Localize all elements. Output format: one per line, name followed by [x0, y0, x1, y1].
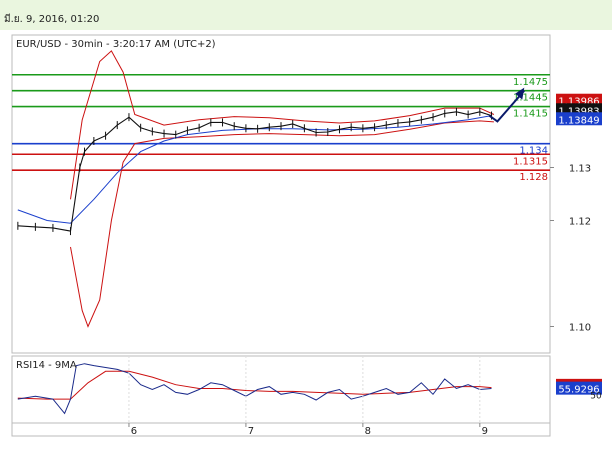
rsi-tag-bg-1 [556, 381, 602, 395]
level-label-1: 1.1445 [513, 93, 548, 104]
forecast-arrow [488, 87, 526, 123]
price-tag-label-2: 1.13849 [558, 115, 599, 126]
price-tick-label-1: 1.12 [569, 217, 591, 228]
rsi-ma-line [17, 370, 492, 400]
main-chart-frame [11, 34, 551, 354]
x-axis-frame [11, 422, 551, 437]
price-series [17, 107, 493, 236]
rsi-tick-label-50: 50 [590, 391, 602, 401]
level-label-4: 1.1315 [513, 156, 548, 167]
bollinger-upper-line [70, 50, 495, 200]
forecast-arrow-line [488, 89, 526, 123]
rsi-line [17, 363, 492, 415]
time-tick-label-2: 8 [365, 426, 371, 437]
chart-header-bar: มี.ย. 9, 2016, 01:20 [0, 0, 612, 30]
main-chart-title: EUR/USD - 30min - 3:20:17 AM (UTC+2) [16, 39, 216, 50]
price-axis: 1.10 1.12 1.13 [550, 164, 591, 334]
main-title-bg [14, 37, 214, 49]
time-tick-label-3: 9 [482, 426, 488, 437]
level-label-5: 1.128 [519, 172, 548, 183]
price-tag-label-0: 1.13986 [558, 97, 599, 108]
time-tick-label-1: 7 [248, 426, 254, 437]
price-tag-bg-2 [556, 112, 602, 126]
price-tick-label-0: 1.10 [569, 323, 591, 334]
level-label-0: 1.1475 [513, 77, 548, 88]
time-axis: 6 7 8 9 [128, 356, 488, 437]
level-label-2: 1.1415 [513, 109, 548, 120]
price-tag-label-1: 1.13983 [558, 106, 599, 117]
bollinger-bands [70, 50, 495, 328]
forecast-arrow-head [515, 87, 525, 100]
moving-average [17, 115, 492, 224]
moving-average-line [17, 115, 492, 224]
level-label-3: 1.134 [519, 146, 548, 157]
rsi-tag-label-1: 55.9296 [558, 385, 599, 396]
chart-timestamp: มี.ย. 9, 2016, 01:20 [4, 14, 100, 25]
bollinger-lower-line [70, 120, 494, 328]
time-tick-label-0: 6 [131, 426, 137, 437]
rsi-chart-frame [11, 355, 551, 424]
price-tick-label-2: 1.13 [569, 164, 591, 175]
rsi-chart-title: RSI14 - 9MA [16, 360, 77, 371]
